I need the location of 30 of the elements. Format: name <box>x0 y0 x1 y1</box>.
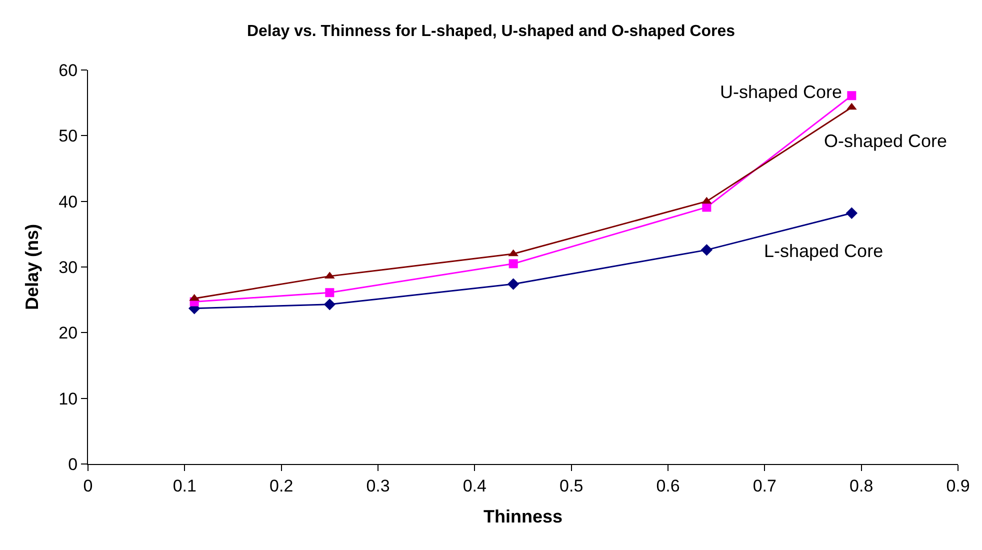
y-tick-label: 10 <box>58 389 78 408</box>
point <box>508 259 518 268</box>
series-label: U-shaped Core <box>720 82 842 102</box>
y-tick-label: 30 <box>58 258 78 277</box>
point <box>846 207 858 219</box>
y-axis-title: Delay (ns) <box>22 224 42 310</box>
x-tick-label: 0.9 <box>946 476 970 496</box>
x-tick-label: 0.4 <box>462 476 486 496</box>
x-tick-label: 0.3 <box>366 476 390 496</box>
x-tick-label: 0.2 <box>270 476 294 496</box>
chart-title: Delay vs. Thinness for L-shaped, U-shaped and O-shaped Cores <box>246 22 736 40</box>
x-tick-label: 0 <box>83 476 93 496</box>
y-tick-label: 50 <box>58 126 78 146</box>
point <box>325 288 334 298</box>
x-axis-title: Thinness <box>483 506 563 526</box>
point <box>507 278 520 290</box>
x-tick-label: 0.5 <box>560 476 584 496</box>
point <box>847 91 856 100</box>
point <box>324 298 336 310</box>
series-label: L-shaped Core <box>764 241 884 261</box>
x-tick-label: 0.1 <box>172 476 196 496</box>
y-tick-label: 60 <box>58 60 78 80</box>
x-tick-label: 0.7 <box>752 476 776 496</box>
x-tick-label: 0.8 <box>850 476 874 496</box>
x-tick-label: 0.6 <box>656 476 680 496</box>
point <box>700 244 713 256</box>
y-tick-label: 20 <box>58 324 78 343</box>
y-tick-label: 40 <box>58 192 78 212</box>
series-label: O-shaped Core <box>824 131 948 151</box>
y-tick-label: 0 <box>68 454 78 474</box>
